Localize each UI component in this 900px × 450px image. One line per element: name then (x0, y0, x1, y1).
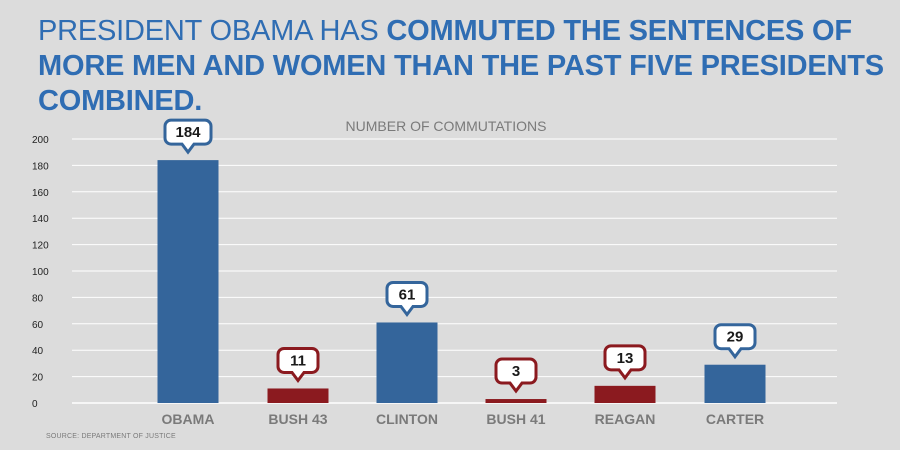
x-tick-label: BUSH 41 (486, 411, 545, 427)
y-tick-label: 120 (32, 241, 49, 252)
data-label-text: 3 (512, 363, 520, 380)
data-label-text: 11 (290, 352, 306, 369)
headline-regular: PRESIDENT OBAMA HAS (38, 15, 387, 47)
data-label-bubble (385, 280, 429, 317)
y-tick-label: 80 (32, 293, 44, 304)
bar-reagan (594, 385, 656, 403)
bar-bush-41 (485, 399, 547, 403)
data-label-bubble (713, 323, 757, 360)
bars (157, 160, 766, 403)
data-labels: 184 11 61 3 13 29 (163, 118, 757, 394)
data-label: 29 (713, 323, 757, 360)
data-label-bubble (603, 344, 647, 381)
data-label: 11 (276, 346, 320, 383)
data-label-text: 29 (727, 329, 744, 346)
data-label: 61 (385, 280, 429, 317)
bar-clinton (376, 322, 438, 403)
x-tick-label: CLINTON (376, 411, 438, 427)
data-label-bubble (276, 346, 320, 383)
y-tick-label: 180 (32, 161, 49, 172)
data-label-text: 13 (617, 350, 634, 367)
y-tick-label: 140 (32, 214, 49, 225)
data-label-text: 61 (399, 286, 416, 303)
y-tick-label: 40 (32, 346, 44, 357)
y-tick-label: 100 (32, 267, 49, 278)
x-tick-label: OBAMA (162, 411, 215, 427)
x-tick-label: REAGAN (595, 411, 656, 427)
x-tick-label: CARTER (706, 411, 764, 427)
y-tick-label: 60 (32, 320, 44, 331)
headline-bold: COMMUTED THE SENTENCES OF MORE MEN AND W… (38, 15, 884, 117)
y-tick-label: 160 (32, 188, 49, 199)
source-note: SOURCE: DEPARTMENT OF JUSTICE (46, 433, 176, 440)
data-label: 3 (494, 357, 538, 394)
x-tick-label: BUSH 43 (268, 411, 327, 427)
headline: PRESIDENT OBAMA HAS COMMUTED THE SENTENC… (38, 14, 888, 119)
y-tick-label: 0 (32, 399, 38, 410)
data-label-bubble (494, 357, 538, 394)
bar-bush-43 (267, 388, 329, 403)
y-tick-label: 20 (32, 373, 44, 384)
bar-carter (704, 364, 766, 403)
y-tick-labels: 0 20 40 60 80 100 120 140 160 180 200 (32, 135, 49, 410)
x-tick-labels: OBAMA BUSH 43 CLINTON BUSH 41 REAGAN CARTER (162, 411, 765, 427)
data-label: 184 (163, 118, 213, 155)
bar-obama (157, 160, 219, 403)
data-label-text: 184 (175, 124, 201, 141)
y-tick-label: 200 (32, 135, 49, 146)
data-label-bubble (163, 118, 213, 155)
data-label: 13 (603, 344, 647, 381)
chart-title: NUMBER OF COMMUTATIONS (346, 118, 547, 134)
